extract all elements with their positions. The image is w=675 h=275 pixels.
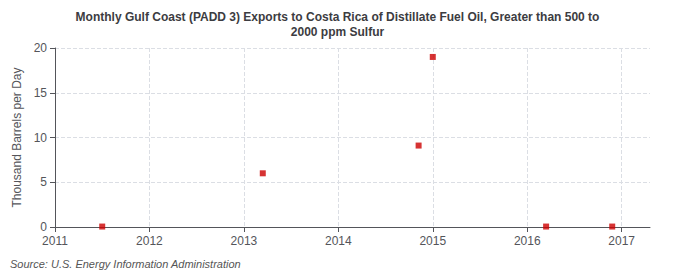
svg-text:10: 10 — [34, 131, 48, 145]
svg-text:15: 15 — [34, 86, 48, 100]
svg-text:0: 0 — [40, 220, 47, 234]
svg-text:2013: 2013 — [231, 234, 258, 248]
svg-text:Thousand Barrels per Day: Thousand Barrels per Day — [10, 67, 24, 207]
svg-text:2017: 2017 — [608, 234, 635, 248]
svg-text:2016: 2016 — [514, 234, 541, 248]
svg-text:2014: 2014 — [325, 234, 352, 248]
svg-text:2015: 2015 — [419, 234, 446, 248]
svg-text:2012: 2012 — [136, 234, 163, 248]
svg-text:Source: U.S. Energy Informatio: Source: U.S. Energy Information Administ… — [10, 258, 241, 270]
svg-text:20: 20 — [34, 41, 48, 55]
svg-text:2011: 2011 — [42, 234, 68, 248]
svg-text:Monthly Gulf Coast (PADD 3) Ex: Monthly Gulf Coast (PADD 3) Exports to C… — [76, 10, 600, 24]
svg-text:2000 ppm Sulfur: 2000 ppm Sulfur — [291, 25, 385, 39]
svg-text:5: 5 — [40, 175, 47, 189]
